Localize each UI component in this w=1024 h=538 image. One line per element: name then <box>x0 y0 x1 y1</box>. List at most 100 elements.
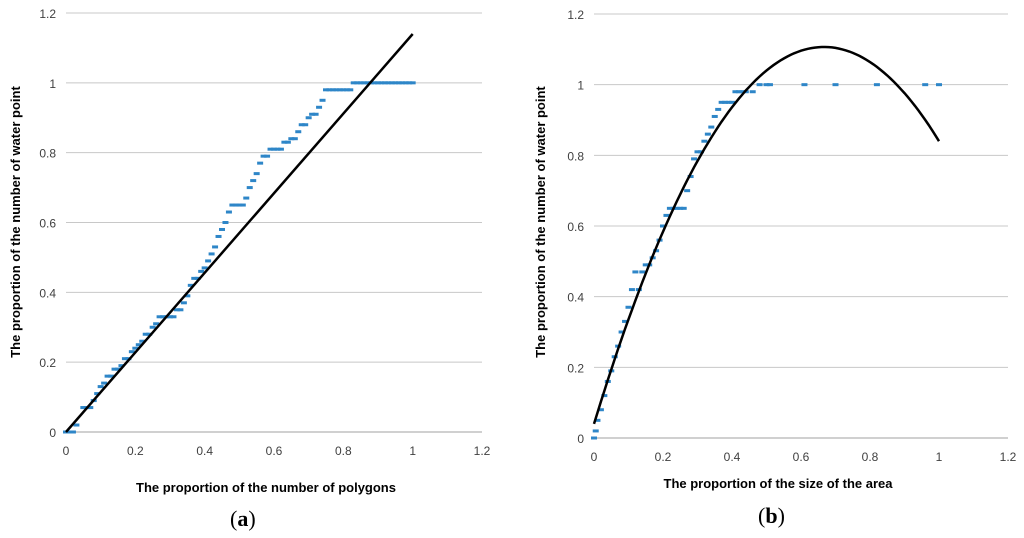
data-point <box>832 83 839 87</box>
data-point <box>660 224 666 228</box>
x-tick-label: 0.4 <box>724 450 741 464</box>
data-point <box>632 270 639 274</box>
data-point <box>309 112 316 116</box>
y-tick-label: 1.2 <box>567 8 584 22</box>
data-point <box>347 88 354 92</box>
data-point <box>219 227 225 231</box>
data-point <box>409 81 416 85</box>
data-point <box>180 301 187 305</box>
data-point <box>108 374 115 378</box>
data-point <box>316 105 323 109</box>
data-point <box>936 83 942 87</box>
caption-b-open: ( <box>758 503 766 528</box>
data-point <box>302 123 309 127</box>
x-tick-label: 0.6 <box>266 444 283 458</box>
data-point <box>732 90 739 94</box>
data-point <box>729 100 735 104</box>
data-point <box>288 137 295 141</box>
data-point <box>281 140 288 144</box>
data-point <box>222 221 229 224</box>
data-point <box>239 203 246 207</box>
data-point <box>735 90 742 94</box>
data-point <box>184 294 191 298</box>
data-point <box>264 154 271 158</box>
data-point <box>139 339 146 343</box>
data-point <box>343 88 350 92</box>
data-point <box>298 123 305 127</box>
data-point <box>684 189 691 193</box>
data-point <box>766 83 773 87</box>
y-tick-label: 0.6 <box>567 220 584 234</box>
data-point <box>198 269 205 273</box>
y-tick-label: 0 <box>577 432 584 446</box>
data-point <box>922 83 929 87</box>
data-point <box>115 367 121 371</box>
data-point <box>128 350 135 354</box>
caption-a-close: ) <box>248 506 256 531</box>
data-point <box>312 112 319 116</box>
data-point <box>402 81 409 85</box>
data-point <box>243 196 250 200</box>
data-point <box>118 364 125 368</box>
caption-a-letter: a <box>237 506 249 531</box>
data-point <box>94 392 101 396</box>
data-point <box>691 157 698 161</box>
y-tick-label: 0.6 <box>39 217 56 231</box>
x-tick-label: 1.2 <box>1000 450 1017 464</box>
data-point <box>388 81 395 85</box>
data-point <box>628 288 635 292</box>
x-tick-label: 0.2 <box>655 450 672 464</box>
data-point <box>704 132 711 136</box>
data-point <box>229 203 236 207</box>
x-axis-title: The proportion of the size of the area <box>664 476 894 491</box>
x-tick-label: 0.8 <box>335 444 352 458</box>
data-point <box>639 270 646 274</box>
data-point <box>87 406 94 410</box>
data-point <box>319 98 326 102</box>
data-point <box>725 100 732 104</box>
data-point <box>333 88 340 92</box>
data-point <box>399 81 406 85</box>
x-axis-title: The proportion of the number of polygons <box>136 480 396 495</box>
data-point <box>187 283 194 287</box>
y-tick-label: 0.4 <box>39 286 56 300</box>
data-point <box>392 81 399 85</box>
data-point <box>146 332 153 336</box>
y-tick-label: 1 <box>577 79 584 93</box>
data-point <box>101 381 108 385</box>
data-point <box>375 81 381 85</box>
data-point <box>267 147 274 151</box>
data-point <box>364 81 371 85</box>
data-point <box>167 315 173 319</box>
data-point <box>69 430 76 434</box>
y-axis-title: The proportion of the number of water po… <box>8 86 23 358</box>
data-point <box>80 406 87 410</box>
fit-line <box>65 33 414 433</box>
data-point <box>149 325 156 329</box>
x-tick-label: 1 <box>409 444 416 458</box>
data-point <box>284 140 291 144</box>
data-point <box>601 394 608 398</box>
data-point <box>274 147 281 151</box>
y-axis-title: The proportion of the number of water po… <box>533 86 548 358</box>
caption-a-open: ( <box>230 506 238 531</box>
data-point <box>156 315 163 319</box>
x-tick-label: 1.2 <box>474 444 491 458</box>
data-point <box>597 408 604 412</box>
caption-a: (a) <box>230 506 256 532</box>
data-point <box>378 81 385 85</box>
data-point <box>277 147 284 151</box>
data-point <box>642 263 649 267</box>
y-tick-label: 1 <box>49 77 56 91</box>
data-point <box>697 150 704 154</box>
y-tick-label: 0.2 <box>567 361 584 375</box>
data-point <box>153 322 160 326</box>
x-tick-label: 0 <box>591 450 598 464</box>
x-tick-label: 0.2 <box>127 444 144 458</box>
data-point <box>350 81 357 85</box>
data-point <box>680 206 687 210</box>
data-point <box>104 374 111 378</box>
data-point <box>173 308 180 312</box>
data-point <box>708 125 715 129</box>
